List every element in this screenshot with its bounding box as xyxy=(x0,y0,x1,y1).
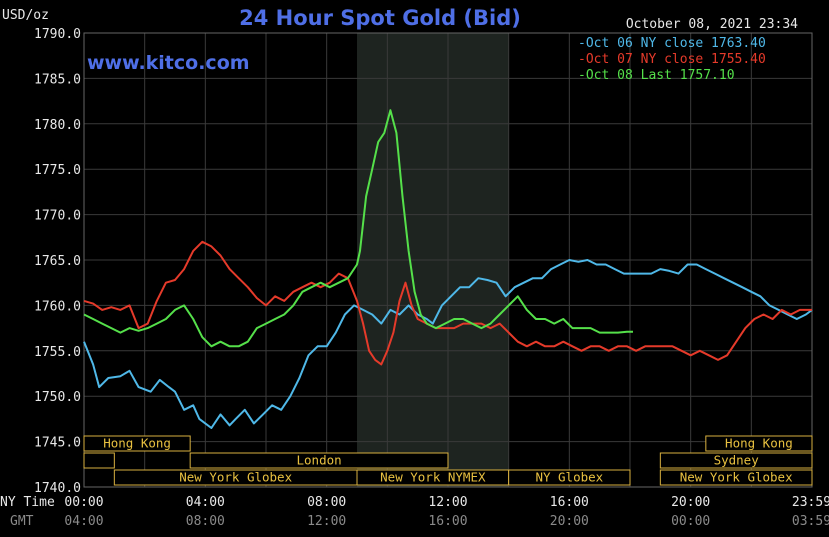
y-tick-label: 1765.0 xyxy=(34,254,81,269)
market-sessions: Hong Kong London New York Globex New York N… xyxy=(83,435,813,486)
chart-title: 24 Hour Spot Gold (Bid) xyxy=(239,6,521,30)
series-line-2 xyxy=(83,109,633,348)
x-tick-ny: 12:00 xyxy=(428,495,467,510)
y-tick-label: 1790.0 xyxy=(34,27,81,42)
session-label: Sydney xyxy=(714,453,760,468)
x-tick-ny: 04:00 xyxy=(186,495,225,510)
legend-item-oct07: -Oct 07 NY close 1755.40 xyxy=(578,52,766,67)
session-box xyxy=(508,469,631,486)
x-tick-gmt: 12:00 xyxy=(307,514,346,529)
session-box xyxy=(659,452,813,469)
y-tick-label: 1770.0 xyxy=(34,209,81,224)
x-axis-ticks: 00:00 04:00 04:00 08:00 08:00 12:00 12:00 16:00… xyxy=(64,495,829,529)
y-tick-label: 1780.0 xyxy=(34,118,81,133)
x-tick-ny: 08:00 xyxy=(307,495,346,510)
x-tick-ny: 00:00 xyxy=(64,495,103,510)
session-label: Hong Kong xyxy=(103,436,171,451)
x-tick-gmt: 04:00 xyxy=(64,514,103,529)
session-label: London xyxy=(297,453,342,468)
session-label: NY Globex xyxy=(535,470,603,485)
session-label: New York NYMEX xyxy=(380,470,486,485)
x-tick-gmt: 03:59 xyxy=(792,514,829,529)
y-axis-unit: USD/oz xyxy=(2,8,49,23)
legend: -Oct 06 NY close 1763.40 -Oct 07 NY clos… xyxy=(578,36,766,83)
y-axis-ticks: 1790.0 1785.0 1780.0 1775.0 1770.0 1765.0 1760… xyxy=(34,27,81,496)
x-tick-ny: 16:00 xyxy=(550,495,589,510)
y-tick-label: 1760.0 xyxy=(34,299,81,314)
session-box xyxy=(189,452,449,469)
session-box xyxy=(705,435,813,452)
price-lines xyxy=(83,109,813,429)
legend-item-oct08: -Oct 08 Last 1757.10 xyxy=(578,68,735,83)
y-tick-label: 1775.0 xyxy=(34,163,81,178)
legend-item-oct06: -Oct 06 NY close 1763.40 xyxy=(578,36,766,51)
grid xyxy=(83,32,813,488)
x-tick-ny: 20:00 xyxy=(671,495,710,510)
y-tick-label: 1740.0 xyxy=(34,481,81,496)
gmt-label: GMT xyxy=(10,514,34,529)
x-tick-gmt: 20:00 xyxy=(550,514,589,529)
ny-time-label: NY Time xyxy=(0,495,55,510)
session-box xyxy=(83,452,115,469)
y-tick-label: 1785.0 xyxy=(34,72,81,87)
x-tick-ny: 23:59 xyxy=(792,495,829,510)
y-tick-label: 1750.0 xyxy=(34,390,81,405)
plot-border xyxy=(83,32,813,488)
timestamp: October 08, 2021 23:34 xyxy=(626,17,798,32)
y-tick-label: 1745.0 xyxy=(34,436,81,451)
y-tick-label: 1755.0 xyxy=(34,345,81,360)
session-label: Hong Kong xyxy=(725,436,793,451)
x-tick-gmt: 00:00 xyxy=(671,514,710,529)
session-box xyxy=(83,435,191,452)
series-line-0 xyxy=(83,259,813,429)
session-label: New York Globex xyxy=(680,470,793,485)
x-tick-gmt: 16:00 xyxy=(428,514,467,529)
session-label: New York Globex xyxy=(179,470,292,485)
website-label: www.kitco.com xyxy=(87,52,250,74)
session-box xyxy=(659,469,813,486)
x-tick-gmt: 08:00 xyxy=(186,514,225,529)
